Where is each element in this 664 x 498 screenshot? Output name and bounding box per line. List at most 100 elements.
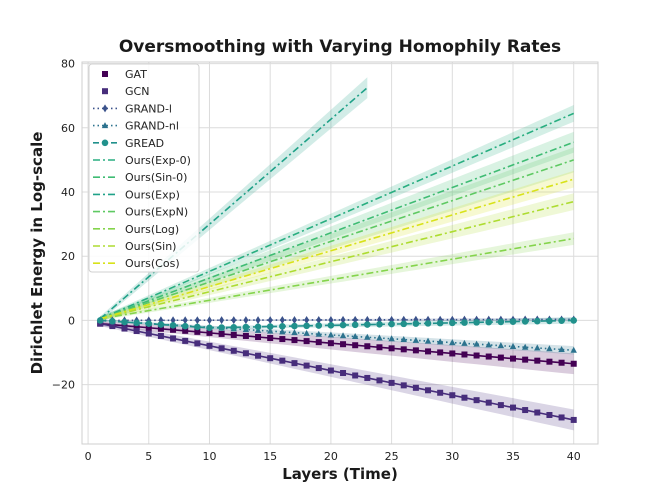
point-gread [400,320,408,328]
series-line-ours-expn [99,159,574,320]
point-grand-nl [449,339,456,346]
point-gread [169,322,177,329]
point-grand-nl [521,343,529,350]
point-gcn [570,416,577,423]
point-grand-l [279,316,285,325]
point-gcn [291,360,298,367]
legend-box [88,63,200,273]
point-gread [121,318,128,326]
point-gat [400,346,407,353]
point-gcn [497,402,504,409]
point-gcn [206,342,213,349]
point-grand-l [340,315,346,324]
point-gat [412,347,419,354]
point-gat [425,348,432,355]
point-grand-nl [303,329,310,336]
point-gread [109,317,116,325]
point-gat [364,343,371,350]
point-gread [254,323,262,331]
point-gat [340,341,347,348]
point-gread [449,319,456,327]
legend-marker-grand-nl [101,122,109,129]
point-gat [485,353,492,360]
point-gat [279,336,286,343]
point-gcn [510,404,517,411]
y-tick-label: 80 [61,58,75,71]
legend-label-grand-l: GRAND-l [125,102,172,115]
point-gat [570,360,577,367]
legend-label-ours-exp: Ours(Exp) [125,188,180,201]
point-grand-nl [376,334,383,341]
legend-label-ours-log: Ours(Log) [125,223,179,236]
point-gread [266,323,274,330]
legend-swatch-gat [102,71,108,77]
point-gread [327,322,335,329]
point-gcn [352,372,359,379]
legend-marker-gread [101,139,109,147]
point-gread [303,322,310,330]
y-tick-label: 60 [61,122,75,135]
point-gat [267,335,274,342]
point-gcn [303,362,310,369]
x-tick-label: 15 [263,450,277,463]
point-gat [534,357,541,364]
x-tick-label: 25 [385,450,399,463]
x-tick-label: 35 [506,450,520,463]
series-line-ours-log [100,237,574,320]
legend: GAT GCN GRAND-l GRAND-nl GREAD Ours(Exp-0) Our… [88,63,200,273]
point-gread [339,321,347,329]
point-gcn [340,370,347,377]
point-grand-nl [473,340,480,347]
point-gread [315,322,323,329]
point-gread [473,319,480,326]
point-gcn [255,352,262,359]
point-gat [145,324,152,331]
y-axis-label: Dirichlet Energy in Log-scale [28,132,46,375]
legend-label-ours-exp-0: Ours(Exp-0) [125,154,191,167]
point-grand-nl [279,328,286,335]
point-grand-nl [351,332,359,339]
point-gcn [109,323,116,330]
point-gread [242,323,250,331]
point-gcn [170,335,177,342]
point-gread [461,319,468,326]
point-gcn [133,328,140,335]
point-gcn [194,340,201,347]
series-line-ours-exp-0 [99,112,575,320]
point-grand-nl [534,344,541,351]
point-gcn [425,387,432,394]
point-grand-nl [291,329,298,336]
point-gcn [412,384,419,391]
legend-label-gat: GAT [125,68,147,81]
legend-label-gcn: GCN [125,85,149,98]
band-ours-exp-0 [100,105,574,321]
point-gread [279,323,286,330]
point-grand-l [194,316,200,325]
point-gat [315,339,322,346]
point-grand-nl [497,342,505,349]
point-gread [485,318,493,326]
point-grand-l [316,315,322,324]
series-lines [99,87,575,421]
series-line-gread [100,319,574,329]
point-gat [182,327,189,334]
point-grand-nl [485,341,492,348]
point-gcn [437,389,444,396]
point-gread [230,324,238,331]
legend-label-grand-nl: GRAND-nl [125,120,179,133]
point-gread [388,320,395,328]
point-gread [351,321,359,329]
point-gat [473,352,480,359]
point-grand-nl [339,332,347,339]
point-gat [206,329,213,336]
point-grand-nl [570,346,577,353]
point-gcn [279,357,286,364]
y-tick-label: 40 [61,186,75,199]
point-gread [145,320,153,327]
point-grand-nl [546,345,553,352]
point-gcn [388,379,395,386]
series-line-ours-sin [100,200,574,320]
point-gread [133,319,140,327]
x-tick-label: 5 [145,450,152,463]
